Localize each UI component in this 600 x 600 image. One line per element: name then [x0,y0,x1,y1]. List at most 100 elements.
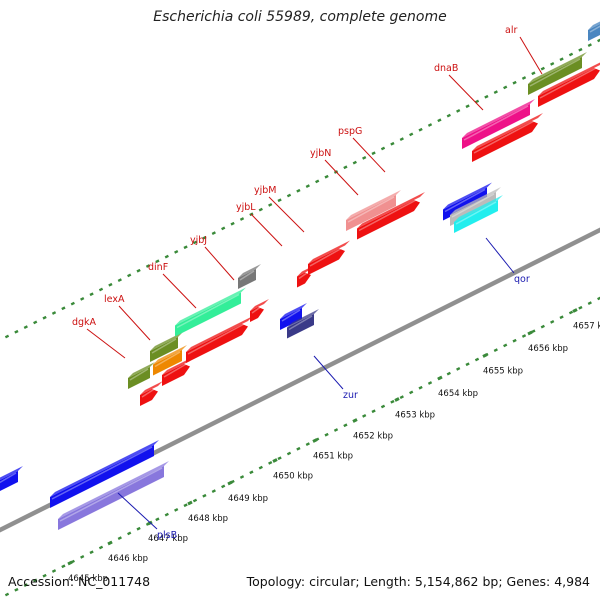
tick-mark [456,367,461,371]
gene-highlight [288,315,313,331]
gene-arrow [186,324,248,363]
forward-gene-label-dnaB: dnaB [434,63,484,111]
genome-summary: Topology: circular; Length: 5,154,862 bp… [246,574,590,589]
tick-mark [98,545,104,550]
tick-mark [61,306,66,311]
major-tick [527,330,533,336]
tick-mark [268,203,273,207]
gene-highlight [129,368,149,381]
scale-label: 4646 kbp [108,554,148,564]
tick-mark [587,43,592,47]
gene-arrow [140,389,158,406]
tick-mark [493,90,498,94]
scale-label: 4656 kbp [528,344,568,354]
outer-tick-track [4,38,600,339]
gene-yjbN [346,190,401,231]
major-tick [272,458,278,463]
gene-top-face [0,466,23,480]
tick-mark [559,57,564,62]
tick-mark [465,362,470,367]
gene-top-face [454,195,503,222]
tick-mark [371,151,376,156]
tick-mark [550,320,555,324]
scale-label: 4649 kbp [228,494,268,504]
tick-mark [202,235,207,240]
tick-mark [14,329,19,334]
gene-zur [287,309,319,339]
major-tick [352,418,358,423]
gene-highlight [59,467,163,522]
gene-top-face [287,309,319,328]
scale-label: 4655 kbp [483,367,523,377]
leader-line [250,213,283,247]
gene-highlight [463,105,529,141]
forward-gene-label-lexA: lexA [104,294,151,341]
tick-mark [380,146,386,151]
tick-mark [362,414,367,418]
forward-gene-label-yjbL: yjbL [236,202,283,247]
forward-gene-label-pspG: pspG [338,126,386,173]
tick-mark [4,592,10,597]
tick-mark [333,428,339,432]
tick-mark [437,118,442,123]
reverse-gene-label-qor: qor [485,237,530,285]
gene-alr-a [528,52,587,95]
tick-mark [446,113,451,118]
gene-top-face [153,345,187,365]
leader-line [118,305,151,341]
gene-arrow [238,269,256,289]
major-tick [572,308,578,313]
gene-highlight [151,338,177,354]
reverse-gene-label-plsB: plsB [117,492,177,541]
tick-mark [136,526,141,531]
tick-mark [221,226,226,231]
major-tick [67,560,73,566]
gene-alr [538,62,600,107]
tick-mark [51,569,57,573]
tick-mark [192,240,198,245]
tick-mark [343,423,348,428]
gene-arrow [454,200,498,233]
gene-dinF-small [153,345,187,376]
gene-top-face [472,113,543,151]
tick-mark [98,287,104,292]
tick-mark [343,165,348,170]
tick-mark [70,301,75,306]
gene-dnaB [472,113,543,162]
scale-label: 4657 kbp [573,322,600,332]
gene-arrow [150,337,178,362]
tick-mark [249,470,254,475]
leader-line [324,159,359,196]
tick-mark [521,334,527,338]
forward-gene-label-yjbN: yjbN [310,148,359,196]
tick-mark [503,343,508,348]
tick-mark [587,301,592,305]
tick-mark [456,109,461,113]
leader-line [86,328,126,359]
major-tick [227,480,233,486]
tick-mark [61,564,66,569]
tick-mark [503,85,508,90]
tick-mark [117,536,122,540]
tick-mark [14,587,19,592]
tick-mark [286,193,292,198]
tick-mark [127,531,132,536]
tick-mark [409,132,414,137]
tick-mark [117,278,122,282]
scale-label: 4648 kbp [188,514,228,524]
gene-highlight [239,270,255,281]
major-tick [437,375,443,381]
gene-name: pspG [338,126,362,137]
leader-line [313,355,344,390]
tick-mark [578,47,583,52]
gene-arrow [280,308,302,330]
tick-mark [221,484,226,489]
tick-mark [80,297,85,301]
gene-top-face [186,316,253,352]
gene-yjbM [308,240,350,275]
tick-mark [174,250,179,254]
tick-mark [42,315,47,320]
tick-mark [418,385,423,390]
tick-layer [4,38,600,597]
